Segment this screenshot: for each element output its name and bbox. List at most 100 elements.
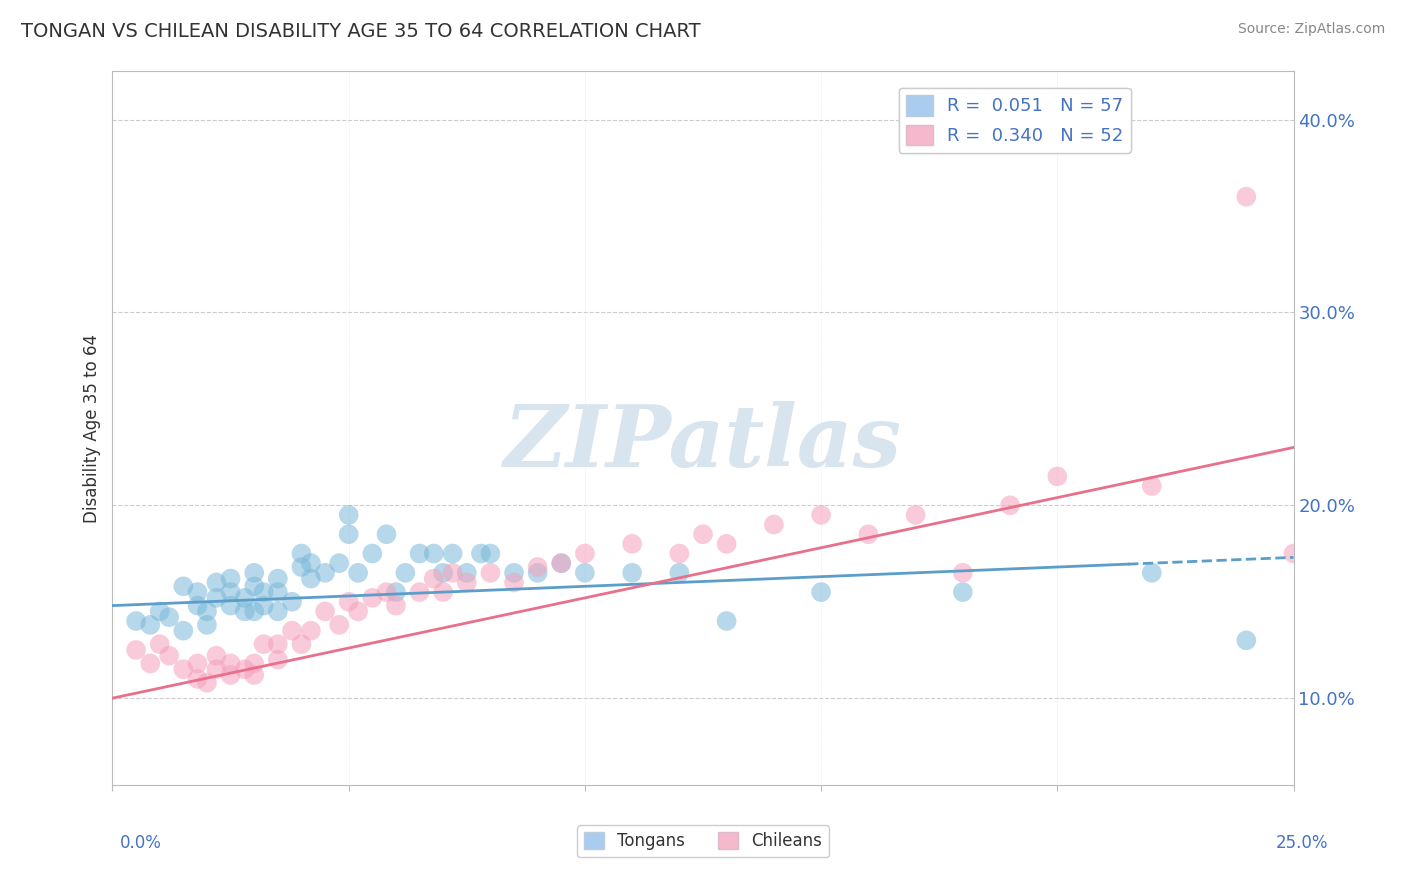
Text: TONGAN VS CHILEAN DISABILITY AGE 35 TO 64 CORRELATION CHART: TONGAN VS CHILEAN DISABILITY AGE 35 TO 6…	[21, 22, 700, 41]
Point	[550, 556, 572, 570]
Point	[526, 560, 548, 574]
Point	[172, 579, 194, 593]
Point	[157, 610, 180, 624]
Point	[385, 585, 408, 599]
Point	[904, 508, 927, 522]
Point	[186, 599, 208, 613]
Point	[267, 652, 290, 666]
Point	[172, 624, 194, 638]
Point	[361, 591, 384, 605]
Point	[314, 604, 336, 618]
Point	[253, 585, 276, 599]
Point	[526, 566, 548, 580]
Point	[952, 585, 974, 599]
Point	[219, 668, 242, 682]
Point	[290, 547, 312, 561]
Point	[328, 556, 350, 570]
Point	[290, 637, 312, 651]
Point	[1140, 566, 1163, 580]
Point	[186, 657, 208, 671]
Point	[219, 657, 242, 671]
Point	[125, 614, 148, 628]
Legend: Tongans, Chileans: Tongans, Chileans	[576, 825, 830, 857]
Point	[668, 566, 690, 580]
Point	[139, 618, 162, 632]
Point	[267, 637, 290, 651]
Text: Source: ZipAtlas.com: Source: ZipAtlas.com	[1237, 22, 1385, 37]
Point	[441, 547, 464, 561]
Point	[441, 566, 464, 580]
Point	[233, 662, 256, 676]
Point	[186, 585, 208, 599]
Point	[219, 585, 242, 599]
Text: 0.0%: 0.0%	[120, 834, 162, 852]
Point	[157, 648, 180, 663]
Point	[1282, 547, 1305, 561]
Point	[1046, 469, 1069, 483]
Point	[716, 537, 738, 551]
Point	[186, 672, 208, 686]
Point	[375, 585, 398, 599]
Point	[668, 547, 690, 561]
Point	[314, 566, 336, 580]
Point	[219, 599, 242, 613]
Point	[337, 595, 360, 609]
Point	[810, 585, 832, 599]
Point	[1234, 633, 1257, 648]
Point	[422, 547, 444, 561]
Point	[205, 648, 228, 663]
Point	[503, 566, 526, 580]
Point	[810, 508, 832, 522]
Point	[422, 572, 444, 586]
Point	[149, 637, 172, 651]
Point	[456, 575, 478, 590]
Point	[219, 572, 242, 586]
Point	[253, 637, 276, 651]
Point	[762, 517, 785, 532]
Point	[998, 498, 1021, 512]
Point	[172, 662, 194, 676]
Point	[574, 566, 596, 580]
Point	[299, 556, 322, 570]
Point	[550, 556, 572, 570]
Point	[233, 604, 256, 618]
Point	[470, 547, 492, 561]
Point	[195, 618, 218, 632]
Point	[385, 599, 408, 613]
Point	[281, 595, 304, 609]
Point	[479, 547, 502, 561]
Point	[858, 527, 880, 541]
Point	[432, 585, 454, 599]
Point	[361, 547, 384, 561]
Point	[503, 575, 526, 590]
Point	[267, 604, 290, 618]
Legend: R =  0.051   N = 57, R =  0.340   N = 52: R = 0.051 N = 57, R = 0.340 N = 52	[898, 87, 1130, 153]
Point	[267, 585, 290, 599]
Point	[253, 599, 276, 613]
Text: 25.0%: 25.0%	[1277, 834, 1329, 852]
Point	[328, 618, 350, 632]
Point	[205, 591, 228, 605]
Point	[299, 624, 322, 638]
Point	[621, 566, 644, 580]
Point	[574, 547, 596, 561]
Point	[347, 604, 370, 618]
Point	[139, 657, 162, 671]
Point	[408, 585, 430, 599]
Point	[281, 624, 304, 638]
Point	[479, 566, 502, 580]
Point	[408, 547, 430, 561]
Point	[1140, 479, 1163, 493]
Point	[205, 662, 228, 676]
Point	[243, 668, 266, 682]
Point	[290, 560, 312, 574]
Point	[125, 643, 148, 657]
Point	[456, 566, 478, 580]
Point	[195, 604, 218, 618]
Text: ZIPatlas: ZIPatlas	[503, 401, 903, 484]
Point	[243, 566, 266, 580]
Point	[337, 527, 360, 541]
Point	[195, 675, 218, 690]
Point	[432, 566, 454, 580]
Point	[205, 575, 228, 590]
